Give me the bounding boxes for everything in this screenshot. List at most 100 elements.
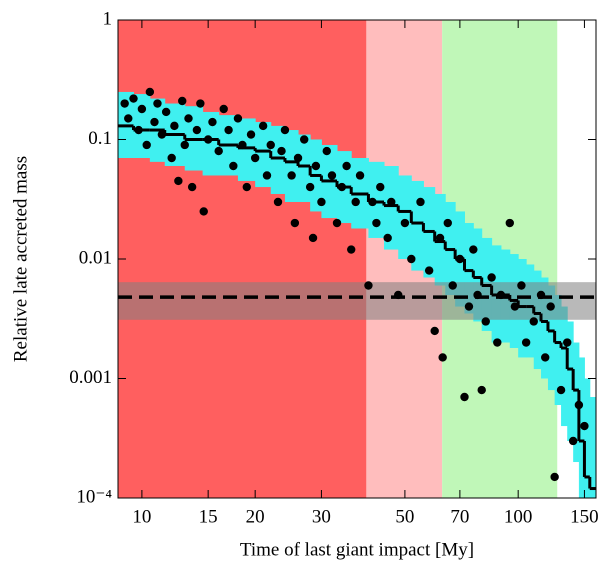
point [430, 326, 439, 336]
x-tick-label: 10 [132, 506, 151, 527]
point [233, 114, 243, 123]
spread-band [237, 118, 256, 181]
point [124, 114, 133, 123]
point [187, 182, 197, 192]
point [142, 140, 151, 150]
spread-band [368, 161, 385, 238]
x-tick-label: 20 [246, 506, 265, 527]
point [161, 107, 171, 117]
point [246, 130, 256, 139]
point [170, 121, 179, 131]
point [493, 338, 502, 347]
point [438, 353, 447, 362]
region [118, 20, 367, 498]
x-axis-label: Time of last giant impact [My] [240, 539, 474, 560]
point [550, 472, 559, 482]
point [208, 117, 217, 127]
point [521, 338, 531, 347]
spread-band [255, 122, 272, 188]
point [120, 99, 129, 108]
point [196, 99, 205, 108]
point [448, 281, 457, 290]
point [219, 104, 228, 114]
spread-band [567, 321, 574, 441]
point [473, 290, 482, 300]
point [536, 290, 546, 300]
point [287, 171, 296, 180]
spread-band [547, 285, 556, 391]
point [435, 233, 445, 243]
spread-band [541, 277, 549, 379]
point [563, 338, 572, 347]
point [568, 436, 578, 446]
point [280, 125, 290, 135]
x-tick-label: 150 [570, 506, 599, 527]
point [424, 266, 434, 275]
point [372, 218, 381, 228]
point [322, 146, 331, 156]
point [368, 197, 377, 207]
point [487, 273, 496, 282]
point [510, 302, 520, 311]
point [364, 281, 373, 290]
x-tick-label: 15 [199, 506, 218, 527]
spread-band [464, 223, 474, 314]
point [224, 125, 233, 135]
point [505, 218, 514, 228]
point [300, 135, 309, 144]
x-tick-label: 100 [504, 506, 533, 527]
point [443, 218, 452, 228]
point [311, 161, 321, 171]
spread-band [561, 306, 568, 427]
x-tick-label: 30 [312, 506, 331, 527]
spread-band [584, 378, 591, 498]
point [460, 392, 469, 402]
point [477, 385, 486, 395]
spread-band [284, 130, 299, 202]
spread-band [384, 166, 399, 250]
spread-band [589, 397, 597, 498]
point [387, 197, 396, 207]
point [383, 233, 392, 243]
point [199, 207, 208, 216]
y-axis-label: Relative late accreted mass [10, 156, 31, 362]
point [541, 353, 550, 362]
point [242, 182, 251, 192]
point [266, 140, 275, 150]
point [469, 245, 478, 254]
point [394, 290, 403, 300]
point [129, 94, 138, 103]
y-tick-label: 0.01 [79, 247, 112, 268]
y-tick-label: 10⁻⁴ [76, 486, 112, 507]
point [192, 125, 202, 135]
point [145, 87, 155, 97]
point [574, 400, 584, 410]
point [273, 197, 283, 207]
point [332, 218, 342, 228]
point [178, 96, 187, 106]
point [317, 197, 326, 207]
point [134, 125, 143, 135]
x-tick-label: 50 [395, 506, 414, 527]
point [376, 182, 385, 192]
point [337, 182, 347, 192]
spread-band [398, 175, 412, 259]
point [150, 117, 159, 127]
point [238, 140, 247, 150]
point [137, 104, 147, 114]
point [455, 254, 465, 264]
point [496, 290, 506, 300]
point [277, 146, 286, 156]
point [180, 140, 189, 150]
point [174, 176, 183, 186]
point [416, 197, 425, 207]
point [229, 161, 238, 171]
spread-band [270, 125, 286, 194]
spread-band [473, 228, 483, 322]
point [203, 135, 213, 144]
point [157, 130, 167, 139]
point [262, 171, 272, 180]
point [153, 99, 162, 108]
point [351, 197, 360, 207]
